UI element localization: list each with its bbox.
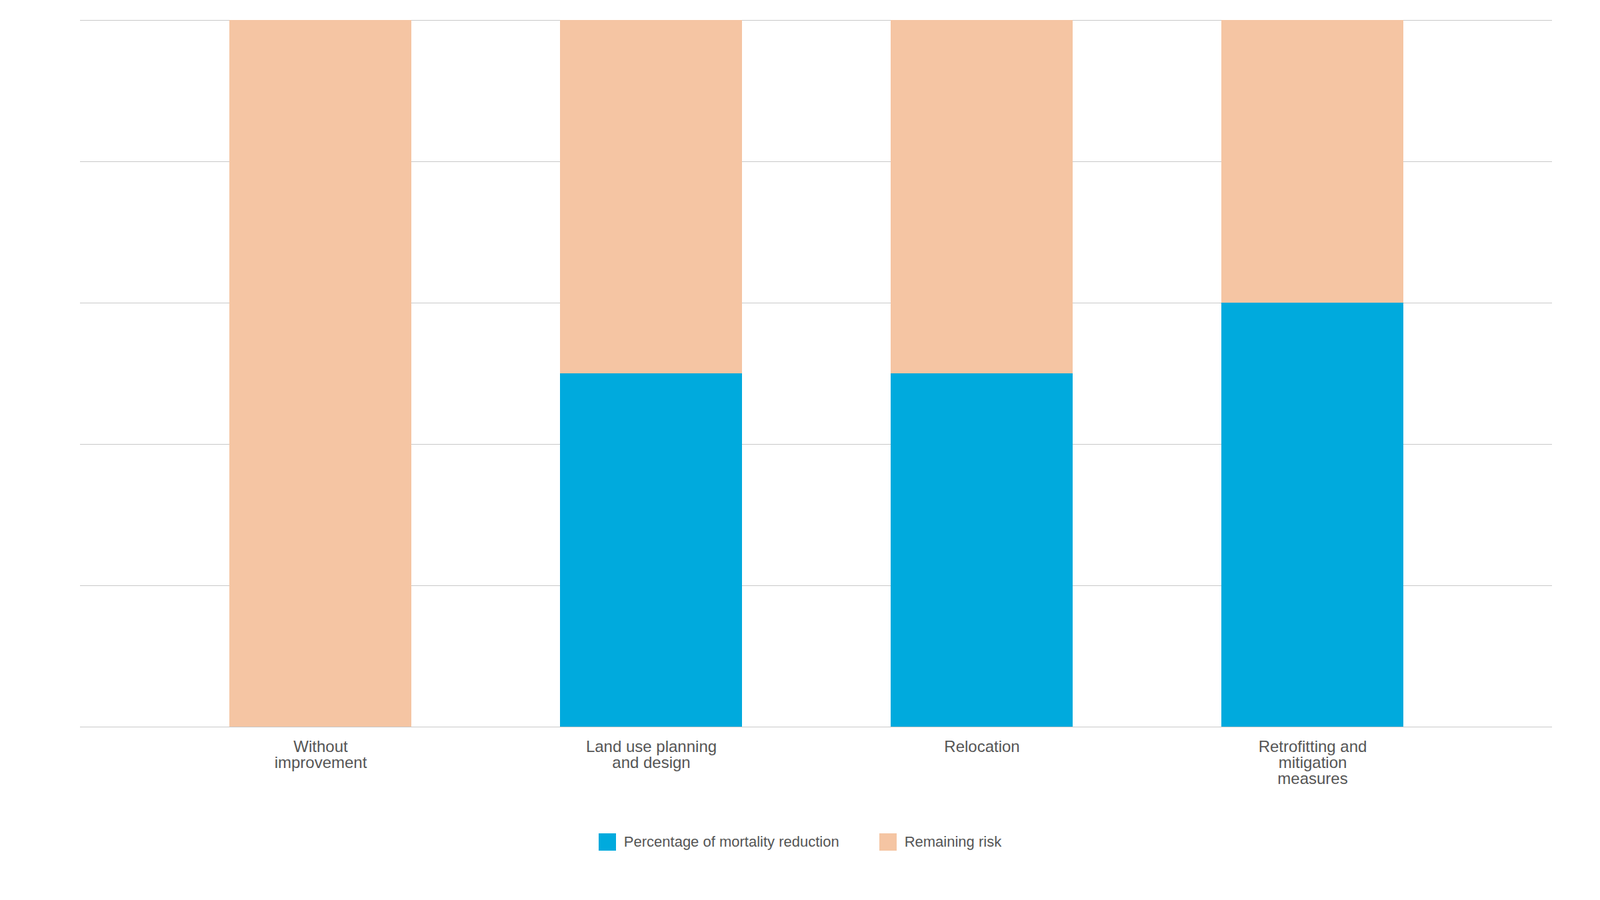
svg-text:Relocation: Relocation [944,737,1020,756]
svg-text:Retrofitting andmitigationmeas: Retrofitting andmitigationmeasures [1258,737,1368,788]
svg-text:Withoutimprovement: Withoutimprovement [274,737,368,772]
html-text:Percentage of mortality reduct: Percentage of mortality reduction [623,833,840,850]
html-text:Remaining risk: Remaining risk [904,833,1002,850]
svg-text:Land use planningand design: Land use planningand design [586,737,717,772]
